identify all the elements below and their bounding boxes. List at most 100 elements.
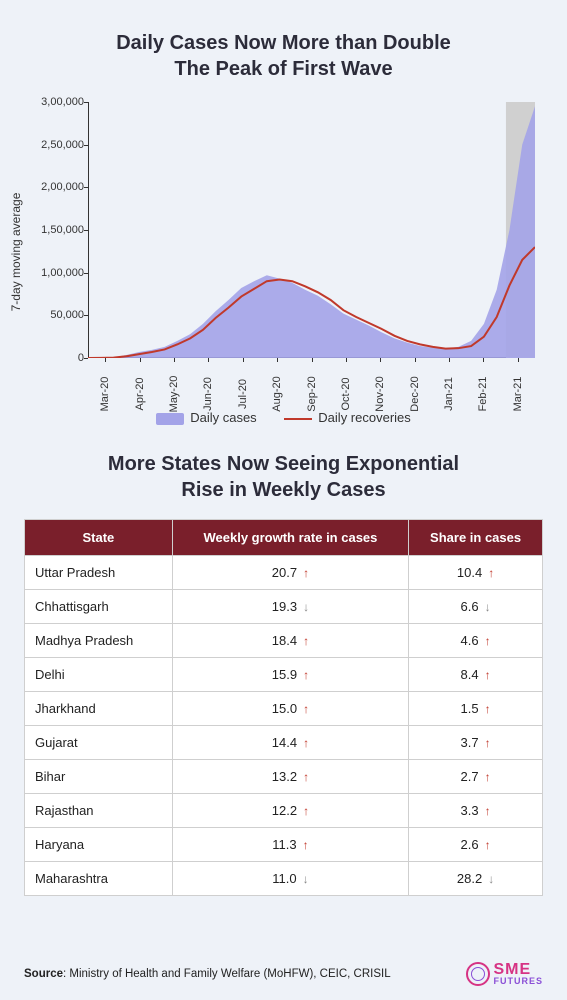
ytick-label: 50,000 xyxy=(30,309,84,321)
ytick-label: 3,00,000 xyxy=(30,96,84,108)
table-header: Weekly growth rate in cases xyxy=(172,520,408,556)
arrow-up-icon: ↑ xyxy=(303,736,309,750)
table-row: Bihar13.2↑2.7↑ xyxy=(25,760,543,794)
xtick-label: Jan-21 xyxy=(443,377,455,411)
value-cell: 28.2↓ xyxy=(409,862,543,896)
logo-text: SME FUTURES xyxy=(494,962,544,986)
value-cell: 10.4↑ xyxy=(409,556,543,590)
ytick-label: 1,00,000 xyxy=(30,267,84,279)
xtick-label: Feb-21 xyxy=(477,377,489,412)
value-cell: 19.3↓ xyxy=(172,590,408,624)
value-cell: 3.7↑ xyxy=(409,726,543,760)
source-label: Source xyxy=(24,968,63,980)
value-cell: 11.3↑ xyxy=(172,828,408,862)
arrow-up-icon: ↑ xyxy=(485,668,491,682)
xtick-label: Mar-20 xyxy=(99,377,111,412)
xtick-label: Dec-20 xyxy=(409,376,421,411)
arrow-up-icon: ↑ xyxy=(485,702,491,716)
arrow-down-icon: ↓ xyxy=(485,600,491,614)
ytick-label: 2,50,000 xyxy=(30,139,84,151)
arrow-down-icon: ↓ xyxy=(488,872,494,886)
arrow-up-icon: ↑ xyxy=(303,668,309,682)
state-cell: Haryana xyxy=(25,828,173,862)
state-cell: Jharkhand xyxy=(25,692,173,726)
value-cell: 20.7↑ xyxy=(172,556,408,590)
value-cell: 15.9↑ xyxy=(172,658,408,692)
xtick-label: Jul-20 xyxy=(237,379,249,409)
arrow-up-icon: ↑ xyxy=(303,804,309,818)
arrow-up-icon: ↑ xyxy=(485,634,491,648)
arrow-up-icon: ↑ xyxy=(485,804,491,818)
value-cell: 3.3↑ xyxy=(409,794,543,828)
arrow-up-icon: ↑ xyxy=(485,736,491,750)
chart-legend: Daily cases Daily recoveries xyxy=(24,410,543,425)
arrow-up-icon: ↑ xyxy=(303,770,309,784)
source-value: : Ministry of Health and Family Welfare … xyxy=(63,968,391,980)
arrow-up-icon: ↑ xyxy=(303,634,309,648)
value-cell: 1.5↑ xyxy=(409,692,543,726)
legend-label-line: Daily recoveries xyxy=(318,410,410,425)
value-cell: 14.4↑ xyxy=(172,726,408,760)
legend-swatch-line xyxy=(284,418,312,420)
arrow-up-icon: ↑ xyxy=(303,566,309,580)
xtick-label: Jun-20 xyxy=(202,377,214,411)
chart-svg xyxy=(88,102,535,358)
source-text: Source: Ministry of Health and Family We… xyxy=(24,968,391,980)
state-cell: Rajasthan xyxy=(25,794,173,828)
xtick-label: May-20 xyxy=(168,376,180,413)
value-cell: 13.2↑ xyxy=(172,760,408,794)
value-cell: 18.4↑ xyxy=(172,624,408,658)
table-row: Maharashtra11.0↓28.2↓ xyxy=(25,862,543,896)
ytick-label: 0 xyxy=(30,352,84,364)
footer: Source: Ministry of Health and Family We… xyxy=(24,962,543,986)
sme-logo: SME FUTURES xyxy=(466,962,544,986)
state-cell: Uttar Pradesh xyxy=(25,556,173,590)
arrow-up-icon: ↑ xyxy=(485,838,491,852)
logo-line2: FUTURES xyxy=(494,977,544,986)
table-row: Gujarat14.4↑3.7↑ xyxy=(25,726,543,760)
value-cell: 15.0↑ xyxy=(172,692,408,726)
xtick-label: Apr-20 xyxy=(134,377,146,410)
states-table: StateWeekly growth rate in casesShare in… xyxy=(24,519,543,896)
logo-ring-icon xyxy=(466,962,490,986)
legend-swatch-area xyxy=(156,413,184,425)
arrow-up-icon: ↑ xyxy=(485,770,491,784)
arrow-down-icon: ↓ xyxy=(303,600,309,614)
arrow-down-icon: ↓ xyxy=(303,872,309,886)
value-cell: 2.6↑ xyxy=(409,828,543,862)
state-cell: Maharashtra xyxy=(25,862,173,896)
table-row: Rajasthan12.2↑3.3↑ xyxy=(25,794,543,828)
table-row: Uttar Pradesh20.7↑10.4↑ xyxy=(25,556,543,590)
xtick-label: Oct-20 xyxy=(340,377,352,410)
xtick-label: Mar-21 xyxy=(512,377,524,412)
chart-ylabel: 7-day moving average xyxy=(9,193,23,312)
xtick-label: Sep-20 xyxy=(306,376,318,411)
table-row: Chhattisgarh19.3↓6.6↓ xyxy=(25,590,543,624)
state-cell: Chhattisgarh xyxy=(25,590,173,624)
table-row: Haryana11.3↑2.6↑ xyxy=(25,828,543,862)
logo-line1: SME xyxy=(494,962,544,977)
table-header: Share in cases xyxy=(409,520,543,556)
state-cell: Bihar xyxy=(25,760,173,794)
covid-chart: 7-day moving average 050,0001,00,0001,50… xyxy=(24,102,543,402)
arrow-up-icon: ↑ xyxy=(303,838,309,852)
table-row: Jharkhand15.0↑1.5↑ xyxy=(25,692,543,726)
value-cell: 4.6↑ xyxy=(409,624,543,658)
value-cell: 8.4↑ xyxy=(409,658,543,692)
xtick-label: Nov-20 xyxy=(374,376,386,411)
xtick-label: Aug-20 xyxy=(271,376,283,411)
table-row: Madhya Pradesh18.4↑4.6↑ xyxy=(25,624,543,658)
value-cell: 11.0↓ xyxy=(172,862,408,896)
state-cell: Delhi xyxy=(25,658,173,692)
value-cell: 12.2↑ xyxy=(172,794,408,828)
legend-label-area: Daily cases xyxy=(190,410,256,425)
chart-title: Daily Cases Now More than DoubleThe Peak… xyxy=(24,30,543,82)
value-cell: 2.7↑ xyxy=(409,760,543,794)
table-header: State xyxy=(25,520,173,556)
state-cell: Madhya Pradesh xyxy=(25,624,173,658)
value-cell: 6.6↓ xyxy=(409,590,543,624)
state-cell: Gujarat xyxy=(25,726,173,760)
ytick-label: 2,00,000 xyxy=(30,181,84,193)
table-row: Delhi15.9↑8.4↑ xyxy=(25,658,543,692)
table-title: More States Now Seeing ExponentialRise i… xyxy=(24,451,543,503)
